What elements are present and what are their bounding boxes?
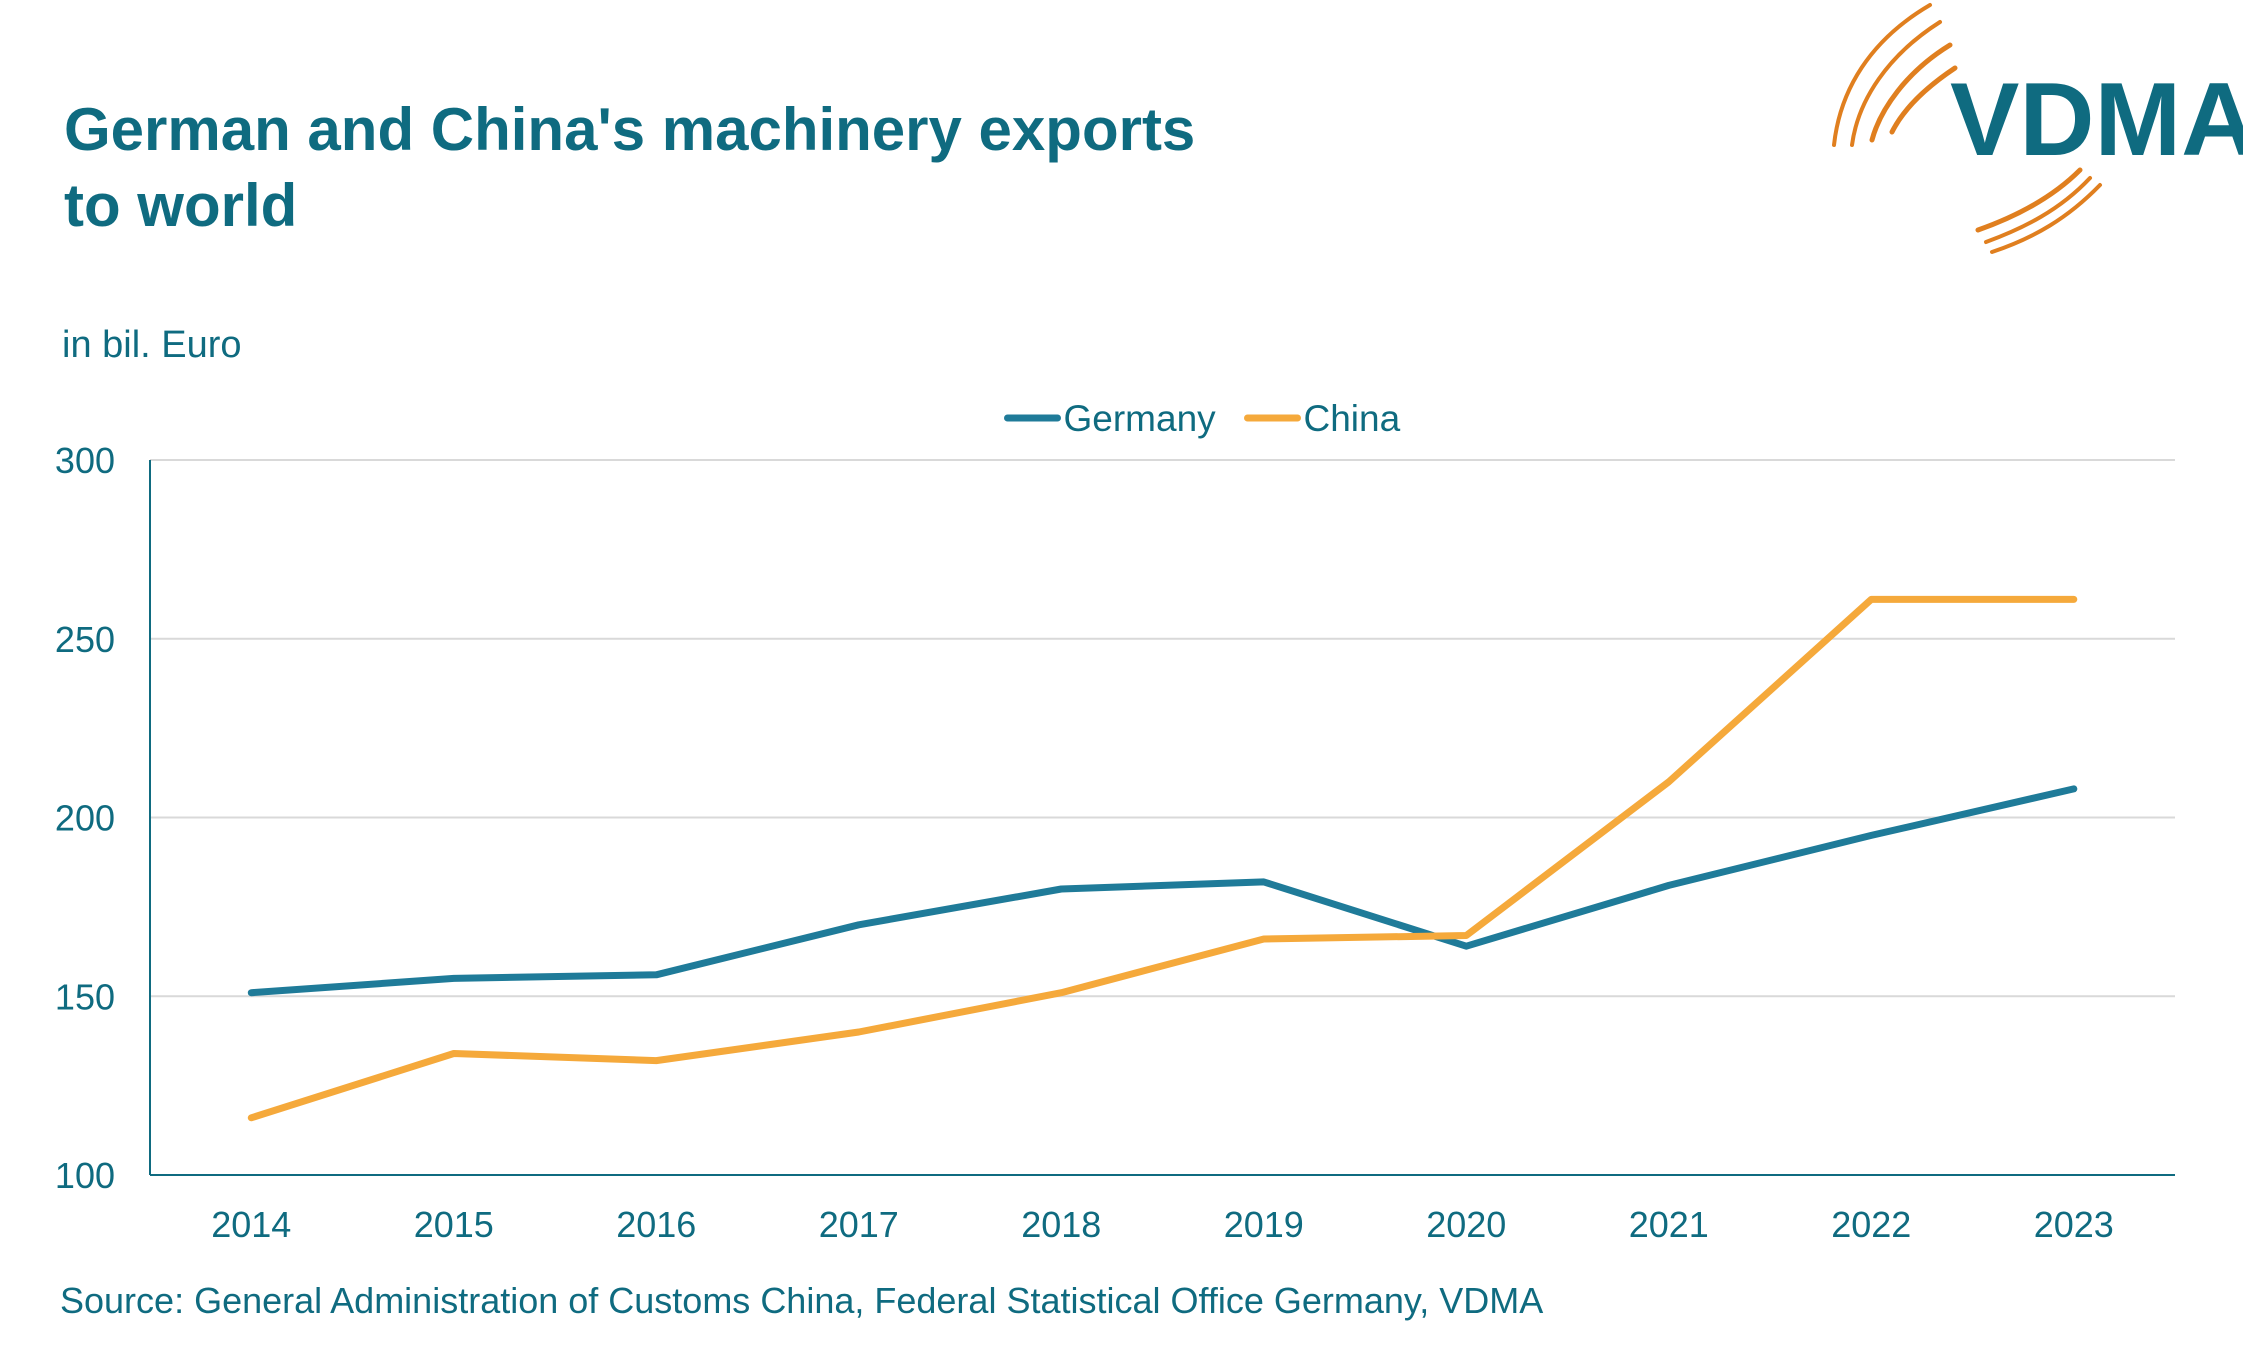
y-tick-labels: 100 150 200 250 300 (55, 440, 115, 1196)
x-tick-label: 2023 (2034, 1204, 2114, 1245)
chart-title: German and China's machinery exports to … (64, 92, 1195, 244)
logo-arc (1832, 3, 1932, 147)
logo-arc (1869, 42, 1953, 143)
x-tick-label: 2016 (616, 1204, 696, 1245)
logo-arc (1889, 65, 1958, 135)
source-note: Source: General Administration of Custom… (60, 1280, 1544, 1321)
x-tick-label: 2019 (1224, 1204, 1304, 1245)
series-lines (247, 595, 2078, 1122)
unit-label: in bil. Euro (62, 324, 242, 366)
x-tick-label: 2020 (1426, 1204, 1506, 1245)
logo-arc (1984, 176, 2092, 244)
y-tick-label: 200 (55, 798, 115, 839)
x-tick-label: 2014 (211, 1204, 291, 1245)
legend: Germany China (1004, 398, 1401, 439)
x-tick-label: 2021 (1629, 1204, 1709, 1245)
legend-label: China (1304, 398, 1401, 439)
x-tick-label: 2018 (1021, 1204, 1101, 1245)
logo-arc (1850, 20, 1942, 147)
y-tick-label: 250 (55, 619, 115, 660)
logo-text: VDMA (1950, 62, 2243, 178)
x-tick-label: 2015 (414, 1204, 494, 1245)
vdma-logo: VDMA (1832, 3, 2243, 254)
x-tick-label: 2022 (1831, 1204, 1911, 1245)
y-tick-label: 300 (55, 440, 115, 481)
series-line-germany (247, 785, 2078, 997)
chart-title-line-1: German and China's machinery exports (64, 96, 1196, 163)
series-line-china (247, 595, 2078, 1122)
x-tick-labels: 2014 2015 2016 2017 2018 2019 2020 2021 2022 2023 (211, 1204, 2114, 1245)
chart-title-line-2: to world (64, 172, 298, 239)
legend-item-china: China (1244, 398, 1401, 439)
logo-arcs-icon (1832, 3, 2102, 254)
y-tick-label: 150 (55, 976, 115, 1017)
logo-arc (1990, 183, 2102, 254)
gridlines (150, 459, 2175, 998)
logo-arc (1975, 167, 2083, 233)
y-tick-label: 100 (55, 1155, 115, 1196)
x-tick-label: 2017 (819, 1204, 899, 1245)
axes (149, 460, 2175, 1176)
legend-label: Germany (1064, 398, 1217, 439)
legend-item-germany: Germany (1004, 398, 1217, 439)
